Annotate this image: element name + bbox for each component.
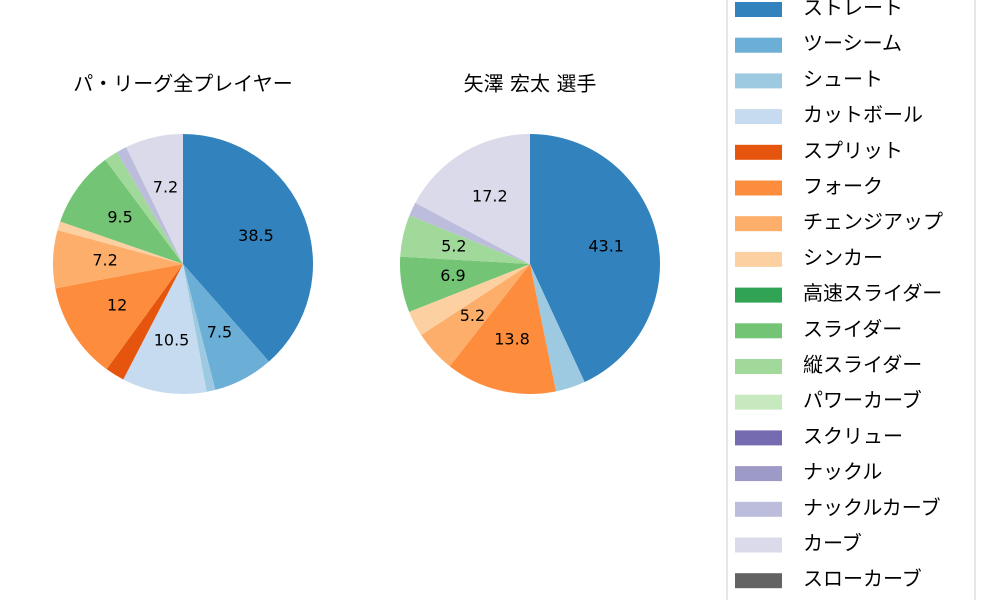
legend-swatch [735, 394, 782, 410]
legend-label: 縦スライダー [803, 353, 922, 377]
legend-label: ナックル [803, 460, 882, 484]
legend-label: フォーク [803, 174, 883, 198]
legend-label: カーブ [803, 531, 862, 555]
data-label: 12 [107, 295, 127, 314]
legend-label: スプリット [803, 138, 903, 162]
pie-slice [415, 134, 530, 264]
legend-label: 高速スライダー [803, 281, 942, 305]
pie-slice [60, 159, 183, 264]
data-label: 6.9 [440, 266, 465, 285]
legend-swatch [735, 466, 782, 482]
legend-label: シンカー [803, 245, 883, 269]
data-label: 7.2 [92, 251, 117, 270]
pie-slice [530, 264, 585, 392]
legend-swatch [735, 2, 782, 17]
legend-swatch [735, 180, 782, 196]
legend-swatch [735, 537, 782, 553]
legend-swatch [735, 359, 782, 374]
legend-label: シュート [803, 67, 883, 91]
legend-label: パワーカーブ [803, 388, 922, 412]
data-label: 7.5 [207, 322, 232, 341]
pie-slice [183, 134, 313, 362]
legend-label: スローカーブ [803, 567, 922, 591]
pie-slice [400, 256, 530, 312]
pie-slice [57, 221, 184, 264]
pie-slice [400, 215, 530, 264]
legend-label: チェンジアップ [803, 210, 943, 234]
pie-slice [53, 230, 184, 289]
legend-frame [726, 0, 976, 604]
pie-slice [530, 134, 661, 382]
data-label: 13.8 [494, 329, 530, 348]
pie-slice [106, 264, 183, 380]
legend-swatch [735, 287, 782, 303]
legend-swatch [735, 109, 782, 125]
legend-swatch [735, 37, 782, 53]
pie-slice [123, 264, 207, 394]
data-label: 43.1 [588, 237, 624, 256]
legend-swatch [735, 73, 782, 89]
pie-slice [421, 264, 530, 367]
data-label: 17.2 [472, 187, 508, 206]
legend-label: ナックルカーブ [803, 495, 941, 519]
legend-label: ストレート [803, 0, 903, 20]
data-label: 38.5 [238, 226, 274, 245]
legend-label: カットボール [803, 103, 923, 127]
pie-slice [126, 134, 183, 264]
legend-swatch [735, 323, 782, 339]
pie-slice [105, 152, 183, 264]
data-label: 10.5 [154, 331, 190, 350]
pie-slice [183, 264, 216, 392]
chart-title: 矢澤 宏太 選手 [464, 72, 597, 96]
chart-title: パ・リーグ全プレイヤー [73, 72, 292, 96]
pie-slice [183, 264, 269, 390]
legend-swatch [735, 430, 782, 446]
legend-swatch [735, 216, 782, 232]
legend-swatch [735, 144, 782, 160]
pie-slice [449, 264, 556, 394]
legend-swatch [735, 251, 782, 267]
pie-slice [55, 264, 183, 370]
legend-label: ツーシーム [803, 31, 902, 55]
data-label: 5.2 [460, 306, 485, 325]
pie-slice [409, 202, 530, 264]
pie-slice [116, 147, 183, 264]
legend-swatch [735, 573, 782, 589]
data-label: 9.5 [107, 207, 132, 226]
data-label: 7.2 [153, 177, 178, 196]
pie-slice [409, 264, 530, 336]
legend-label: スライダー [803, 317, 902, 341]
data-label: 5.2 [441, 236, 466, 255]
legend-label: スクリュー [803, 424, 903, 448]
legend-swatch [735, 501, 782, 517]
